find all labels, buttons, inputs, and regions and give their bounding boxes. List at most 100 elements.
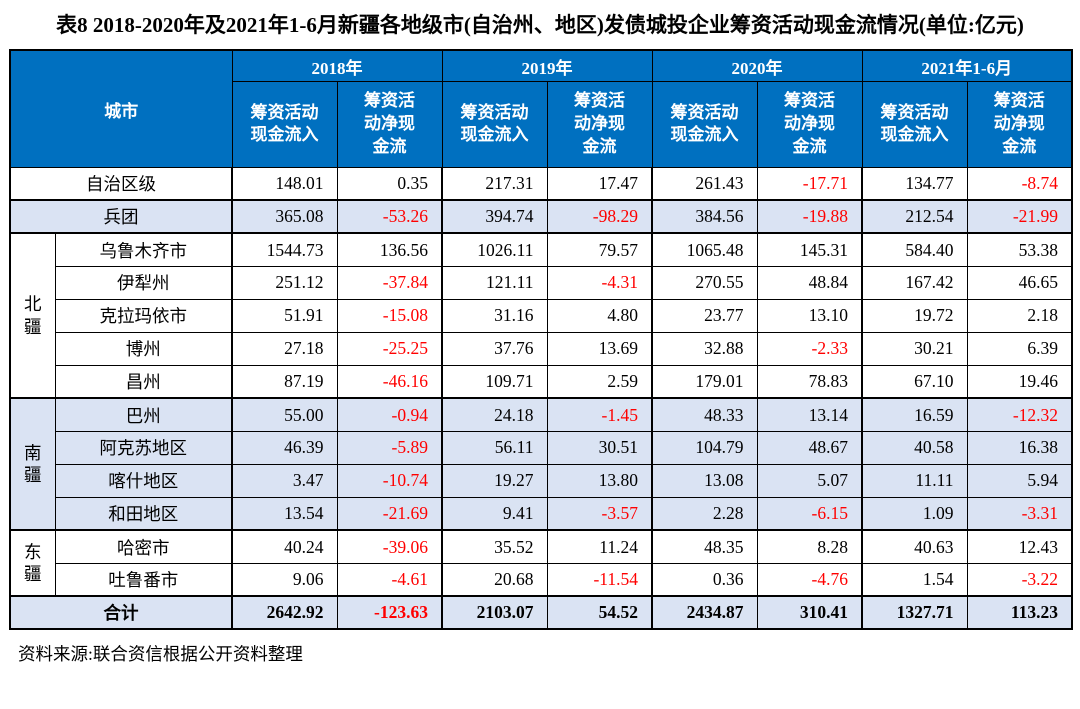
header-year-2019: 2019年 <box>441 49 653 82</box>
value-cell: 37.76 <box>441 331 548 366</box>
source-note: 资料来源:联合资信根据公开资料整理 <box>18 644 303 665</box>
city-cell: 吐鲁番市 <box>54 562 233 597</box>
region-cell-nanjiang: 南疆 <box>9 397 56 531</box>
value-cell: 9.41 <box>441 496 548 531</box>
page-title: 表8 2018-2020年及2021年1-6月新疆各地级市(自治州、地区)发债城… <box>56 13 1024 37</box>
value-cell: -6.15 <box>756 496 863 531</box>
header-label: 筹资活动现金流入 <box>670 102 739 145</box>
header-label: 筹资活动现金流入 <box>880 102 949 145</box>
value-cell: 270.55 <box>651 265 758 300</box>
city-cell: 博州 <box>54 331 233 366</box>
value-cell: 19.46 <box>966 364 1073 399</box>
value-cell: -4.31 <box>546 265 653 300</box>
value-cell: 0.36 <box>651 562 758 597</box>
value-cell: 5.94 <box>966 463 1073 498</box>
value-cell: -3.22 <box>966 562 1073 597</box>
value-cell: -4.76 <box>756 562 863 597</box>
value-cell: 584.40 <box>861 232 968 267</box>
total-label-cell: 合计 <box>9 595 233 630</box>
value-cell: 56.11 <box>441 430 548 465</box>
value-cell: 13.80 <box>546 463 653 498</box>
value-cell: 48.35 <box>651 529 758 564</box>
value-cell: 13.14 <box>756 397 863 432</box>
header-2021-net: 筹资活动净现金流 <box>966 80 1073 168</box>
value-cell: 30.21 <box>861 331 968 366</box>
value-cell: -17.71 <box>756 166 863 201</box>
city-cell: 伊犁州 <box>54 265 233 300</box>
city-cell: 巴州 <box>54 397 233 432</box>
value-cell: 1327.71 <box>861 595 968 630</box>
value-cell: -0.94 <box>336 397 443 432</box>
header-year-2018: 2018年 <box>231 49 443 82</box>
value-cell: 13.10 <box>756 298 863 333</box>
region-cell-beijiang: 北疆 <box>9 232 56 399</box>
value-cell: 261.43 <box>651 166 758 201</box>
value-cell: -39.06 <box>336 529 443 564</box>
value-cell: 2434.87 <box>651 595 758 630</box>
value-cell: 113.23 <box>966 595 1073 630</box>
value-cell: 1.54 <box>861 562 968 597</box>
value-cell: 35.52 <box>441 529 548 564</box>
value-cell: 310.41 <box>756 595 863 630</box>
header-2018-inflow: 筹资活动现金流入 <box>231 80 338 168</box>
region-label: 南疆 <box>24 442 42 486</box>
value-cell: -1.45 <box>546 397 653 432</box>
value-cell: 55.00 <box>231 397 338 432</box>
value-cell: -11.54 <box>546 562 653 597</box>
table-row-bazhou: 南疆 巴州 55.00 -0.94 24.18 -1.45 48.33 13.1… <box>9 397 1073 531</box>
region-label: 东疆 <box>24 541 42 585</box>
value-cell: 4.80 <box>546 298 653 333</box>
value-cell: 23.77 <box>651 298 758 333</box>
value-cell: 54.52 <box>546 595 653 630</box>
value-cell: -21.99 <box>966 199 1073 234</box>
value-cell: 134.77 <box>861 166 968 201</box>
value-cell: -21.69 <box>336 496 443 531</box>
table-row-zizhiquji: 自治区级 148.01 0.35 217.31 17.47 261.43 -17… <box>9 166 1073 201</box>
value-cell: 48.67 <box>756 430 863 465</box>
header-2020-net: 筹资活动净现金流 <box>756 80 863 168</box>
value-cell: 19.27 <box>441 463 548 498</box>
value-cell: 2.18 <box>966 298 1073 333</box>
table-row-yili: 伊犁州 251.12 -37.84 121.11 -4.31 270.55 48… <box>10 265 1073 300</box>
value-cell: -10.74 <box>336 463 443 498</box>
value-cell: 1065.48 <box>651 232 758 267</box>
table-row-bozhou: 博州 27.18 -25.25 37.76 13.69 32.88 -2.33 … <box>10 331 1073 366</box>
value-cell: 16.59 <box>861 397 968 432</box>
value-cell: 1.09 <box>861 496 968 531</box>
value-cell: 17.47 <box>546 166 653 201</box>
value-cell: 46.39 <box>231 430 338 465</box>
value-cell: 136.56 <box>336 232 443 267</box>
value-cell: 13.08 <box>651 463 758 498</box>
table-row-kelamayi: 克拉玛依市 51.91 -15.08 31.16 4.80 23.77 13.1… <box>10 298 1073 333</box>
value-cell: 365.08 <box>231 199 338 234</box>
value-cell: 0.35 <box>336 166 443 201</box>
value-cell: 40.24 <box>231 529 338 564</box>
table-row-bingtuan: 兵团 365.08 -53.26 394.74 -98.29 384.56 -1… <box>9 199 1073 234</box>
header-sub-row: 筹资活动现金流入 筹资活动净现金流 筹资活动现金流入 筹资活动净现金流 筹资活动… <box>10 80 1073 168</box>
value-cell: 87.19 <box>231 364 338 399</box>
value-cell: 13.69 <box>546 331 653 366</box>
table-row-hami: 东疆 哈密市 40.24 -39.06 35.52 11.24 48.35 8.… <box>9 529 1073 597</box>
value-cell: 78.83 <box>756 364 863 399</box>
value-cell: 32.88 <box>651 331 758 366</box>
value-cell: -25.25 <box>336 331 443 366</box>
value-cell: 1026.11 <box>441 232 548 267</box>
value-cell: -53.26 <box>336 199 443 234</box>
value-cell: -19.88 <box>756 199 863 234</box>
value-cell: 40.58 <box>861 430 968 465</box>
header-label: 筹资活动净现金流 <box>784 91 835 156</box>
value-cell: 1544.73 <box>231 232 338 267</box>
value-cell: 11.24 <box>546 529 653 564</box>
header-year-2020: 2020年 <box>651 49 863 82</box>
value-cell: -3.57 <box>546 496 653 531</box>
value-cell: 2103.07 <box>441 595 548 630</box>
value-cell: 67.10 <box>861 364 968 399</box>
value-cell: 48.33 <box>651 397 758 432</box>
value-cell: 31.16 <box>441 298 548 333</box>
value-cell: -3.31 <box>966 496 1073 531</box>
value-cell: 13.54 <box>231 496 338 531</box>
value-cell: -98.29 <box>546 199 653 234</box>
city-cell: 乌鲁木齐市 <box>54 232 233 267</box>
value-cell: 79.57 <box>546 232 653 267</box>
value-cell: -46.16 <box>336 364 443 399</box>
